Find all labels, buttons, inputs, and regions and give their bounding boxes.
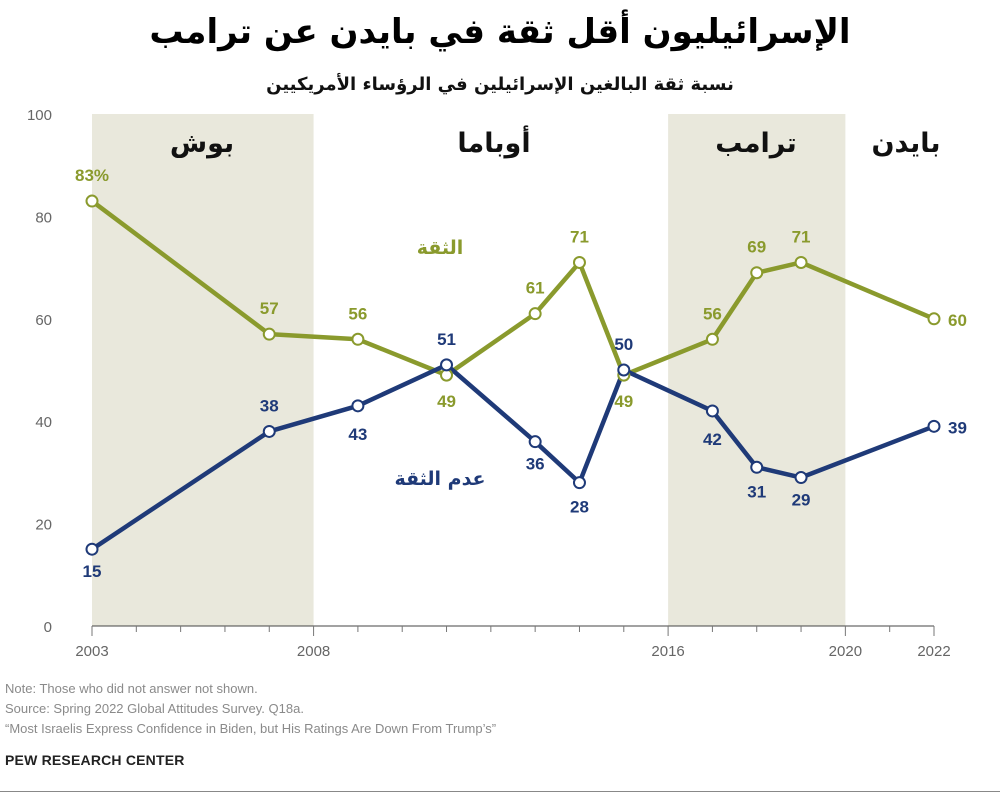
data-label-no-confidence: 39	[948, 418, 967, 437]
presidency-band	[92, 114, 314, 626]
series-label-confidence: الثقة	[417, 237, 464, 259]
data-label-confidence: 83%	[75, 166, 109, 185]
y-tick-label: 20	[35, 517, 52, 534]
pew-brand: PEW RESEARCH CENTER	[5, 752, 185, 768]
footer-report: “Most Israelis Express Confidence in Bid…	[5, 721, 497, 736]
data-point-no-confidence	[750, 460, 764, 474]
data-point-no-confidence	[705, 404, 719, 418]
data-point-no-confidence	[440, 358, 454, 372]
data-label-confidence: 69	[747, 238, 766, 257]
y-tick-label: 40	[35, 414, 52, 431]
data-point-confidence	[572, 255, 586, 269]
footer-note: Note: Those who did not answer not shown…	[5, 681, 258, 696]
data-point-no-confidence	[351, 399, 365, 413]
line-chart: بوش أوباما ترامب بايدن 0 20 40 60 80 100 2003 2008 2…	[27, 107, 967, 660]
data-point-confidence	[351, 332, 365, 346]
data-label-no-confidence: 42	[703, 430, 722, 449]
data-label-no-confidence: 38	[260, 396, 279, 415]
data-point-no-confidence	[528, 435, 542, 449]
data-point-no-confidence	[262, 424, 276, 438]
x-tick-label: 2003	[75, 643, 108, 660]
data-label-confidence: 71	[570, 227, 589, 246]
y-tick-label: 100	[27, 107, 52, 124]
x-tick-label: 2022	[917, 643, 950, 660]
x-tick-label: 2008	[297, 643, 330, 660]
footer-source: Source: Spring 2022 Global Attitudes Sur…	[5, 701, 304, 716]
y-tick-label: 60	[35, 312, 52, 329]
y-tick-label: 80	[35, 209, 52, 226]
presidency-label: بايدن	[871, 128, 940, 159]
data-point-confidence	[750, 266, 764, 280]
y-tick-label: 0	[44, 619, 52, 636]
data-point-no-confidence	[85, 542, 99, 556]
data-label-confidence: 49	[614, 392, 633, 411]
x-tick-label: 2020	[829, 643, 862, 660]
data-label-no-confidence: 29	[792, 491, 811, 510]
chart-title: الإسرائيليون أقل ثقة في بايدن عن ترامب	[149, 12, 851, 52]
data-label-no-confidence: 28	[570, 498, 589, 517]
data-point-confidence	[85, 194, 99, 208]
bottom-rule	[0, 791, 1000, 792]
data-label-confidence: 61	[526, 279, 545, 298]
presidency-label: أوباما	[457, 125, 530, 159]
data-point-confidence	[528, 307, 542, 321]
presidency-band	[668, 114, 846, 626]
data-label-no-confidence: 36	[526, 455, 545, 474]
data-label-confidence: 57	[260, 299, 279, 318]
data-point-no-confidence	[617, 363, 631, 377]
series-label-no-confidence: عدم الثقة	[394, 468, 485, 490]
data-point-confidence	[927, 312, 941, 326]
data-label-no-confidence: 15	[83, 562, 102, 581]
data-label-confidence: 49	[437, 392, 456, 411]
data-point-no-confidence	[927, 419, 941, 433]
data-label-no-confidence: 43	[348, 425, 367, 444]
data-label-confidence: 60	[948, 311, 967, 330]
data-label-no-confidence: 51	[437, 330, 456, 349]
data-label-confidence: 56	[703, 304, 722, 323]
data-label-confidence: 71	[792, 227, 811, 246]
chart-subtitle: نسبة ثقة البالغين الإسرائيلين في الرؤساء…	[266, 74, 734, 95]
data-label-confidence: 56	[348, 304, 367, 323]
presidency-label: ترامب	[715, 128, 797, 159]
data-point-confidence	[794, 255, 808, 269]
x-tick-label: 2016	[651, 643, 684, 660]
data-point-confidence	[705, 332, 719, 346]
presidency-label: بوش	[170, 128, 234, 159]
data-label-no-confidence: 50	[614, 335, 633, 354]
data-point-no-confidence	[794, 471, 808, 485]
data-label-no-confidence: 31	[747, 482, 766, 501]
data-point-confidence	[262, 327, 276, 341]
data-point-no-confidence	[572, 476, 586, 490]
